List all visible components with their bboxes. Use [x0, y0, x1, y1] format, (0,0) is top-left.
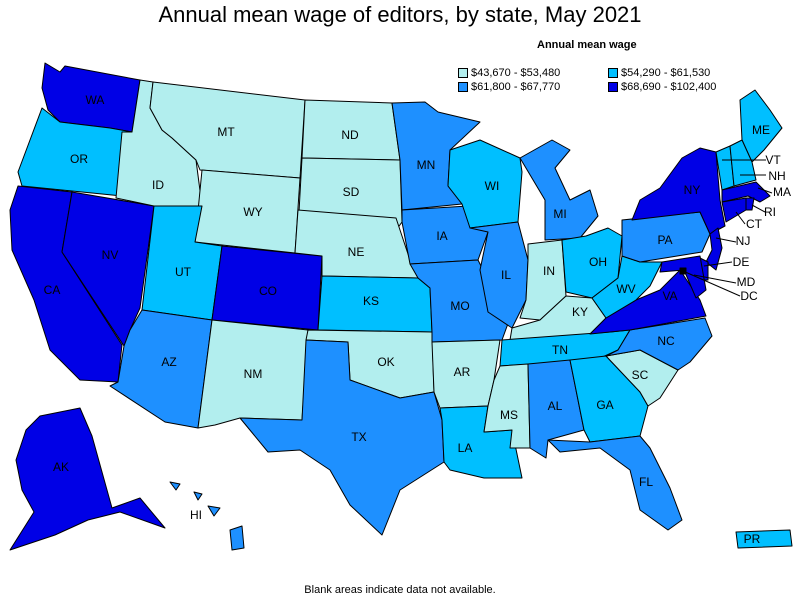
legend-label-1: $43,670 - $53,480 [471, 67, 561, 79]
state-CT[interactable] [721, 197, 747, 223]
state-label-ND: ND [341, 128, 359, 142]
state-label-OH: OH [589, 255, 607, 269]
legend-swatch-3 [458, 82, 468, 92]
state-label-AL: AL [548, 399, 563, 413]
state-label-KS: KS [363, 294, 379, 308]
state-label-DC: DC [740, 289, 758, 303]
state-label-MO: MO [450, 299, 469, 313]
state-label-GA: GA [596, 398, 613, 412]
state-label-WY: WY [243, 205, 262, 219]
legend-item-2: $54,290 - $61,530 [608, 67, 710, 79]
state-label-PR: PR [744, 532, 761, 546]
state-label-LA: LA [458, 441, 473, 455]
legend-item-1: $43,670 - $53,480 [458, 67, 560, 79]
state-FL[interactable] [547, 435, 683, 531]
state-label-CT: CT [746, 217, 763, 231]
state-label-RI: RI [764, 205, 776, 219]
state-label-UT: UT [175, 265, 192, 279]
state-label-AR: AR [454, 365, 471, 379]
state-label-VT: VT [765, 153, 781, 167]
state-label-AZ: AZ [161, 355, 176, 369]
legend-swatch-2 [608, 68, 618, 78]
state-label-IL: IL [501, 268, 511, 282]
state-label-NM: NM [244, 367, 263, 381]
state-label-SD: SD [343, 185, 360, 199]
state-label-ID: ID [152, 178, 164, 192]
state-label-NH: NH [768, 169, 785, 183]
state-label-MD: MD [737, 275, 756, 289]
state-MD[interactable] [659, 255, 707, 299]
state-OH[interactable] [561, 227, 623, 299]
state-label-AK: AK [53, 460, 69, 474]
state-label-TN: TN [552, 343, 568, 357]
state-PR[interactable] [735, 529, 793, 549]
legend-label-4: $68,690 - $102,400 [621, 81, 717, 93]
state-label-HI: HI [190, 508, 202, 522]
state-label-NV: NV [102, 248, 119, 262]
state-label-TX: TX [351, 430, 366, 444]
state-label-PA: PA [657, 233, 672, 247]
state-label-MI: MI [553, 207, 566, 221]
state-label-MA: MA [773, 185, 791, 199]
state-label-VA: VA [662, 289, 677, 303]
state-label-NJ: NJ [736, 234, 751, 248]
state-NY[interactable] [631, 147, 726, 235]
state-MI[interactable] [519, 139, 599, 241]
footnote: Blank areas indicate data not available. [304, 584, 496, 596]
state-label-CA: CA [44, 283, 61, 297]
state-RI[interactable] [745, 197, 755, 211]
map-title: Annual mean wage of editors, by state, M… [158, 2, 642, 27]
state-label-IN: IN [543, 264, 555, 278]
state-label-SC: SC [632, 368, 649, 382]
state-label-MS: MS [500, 408, 518, 422]
legend-title: Annual mean wage [537, 39, 637, 51]
state-label-CO: CO [259, 284, 277, 298]
legend-swatch-1 [458, 68, 468, 78]
state-label-WA: WA [86, 93, 105, 107]
state-label-MN: MN [417, 158, 436, 172]
state-label-NY: NY [684, 183, 701, 197]
state-label-IA: IA [436, 229, 447, 243]
state-label-MT: MT [217, 125, 235, 139]
state-label-WI: WI [485, 179, 500, 193]
legend-label-2: $54,290 - $61,530 [621, 67, 711, 79]
legend-label-3: $61,800 - $67,770 [471, 81, 561, 93]
state-AK[interactable] [9, 407, 166, 551]
state-label-NE: NE [348, 245, 365, 259]
legend-item-4: $68,690 - $102,400 [608, 81, 716, 93]
state-label-FL: FL [639, 475, 653, 489]
state-label-OK: OK [377, 355, 394, 369]
state-label-DE: DE [733, 255, 750, 269]
legend-item-3: $61,800 - $67,770 [458, 81, 560, 93]
state-label-ME: ME [752, 123, 770, 137]
state-TX[interactable] [239, 339, 445, 536]
state-label-WV: WV [616, 282, 635, 296]
state-label-KY: KY [572, 305, 588, 319]
state-HI[interactable] [169, 481, 245, 551]
state-label-NC: NC [657, 334, 675, 348]
legend-swatch-4 [608, 82, 618, 92]
state-NC[interactable] [605, 317, 713, 371]
state-label-OR: OR [70, 152, 88, 166]
